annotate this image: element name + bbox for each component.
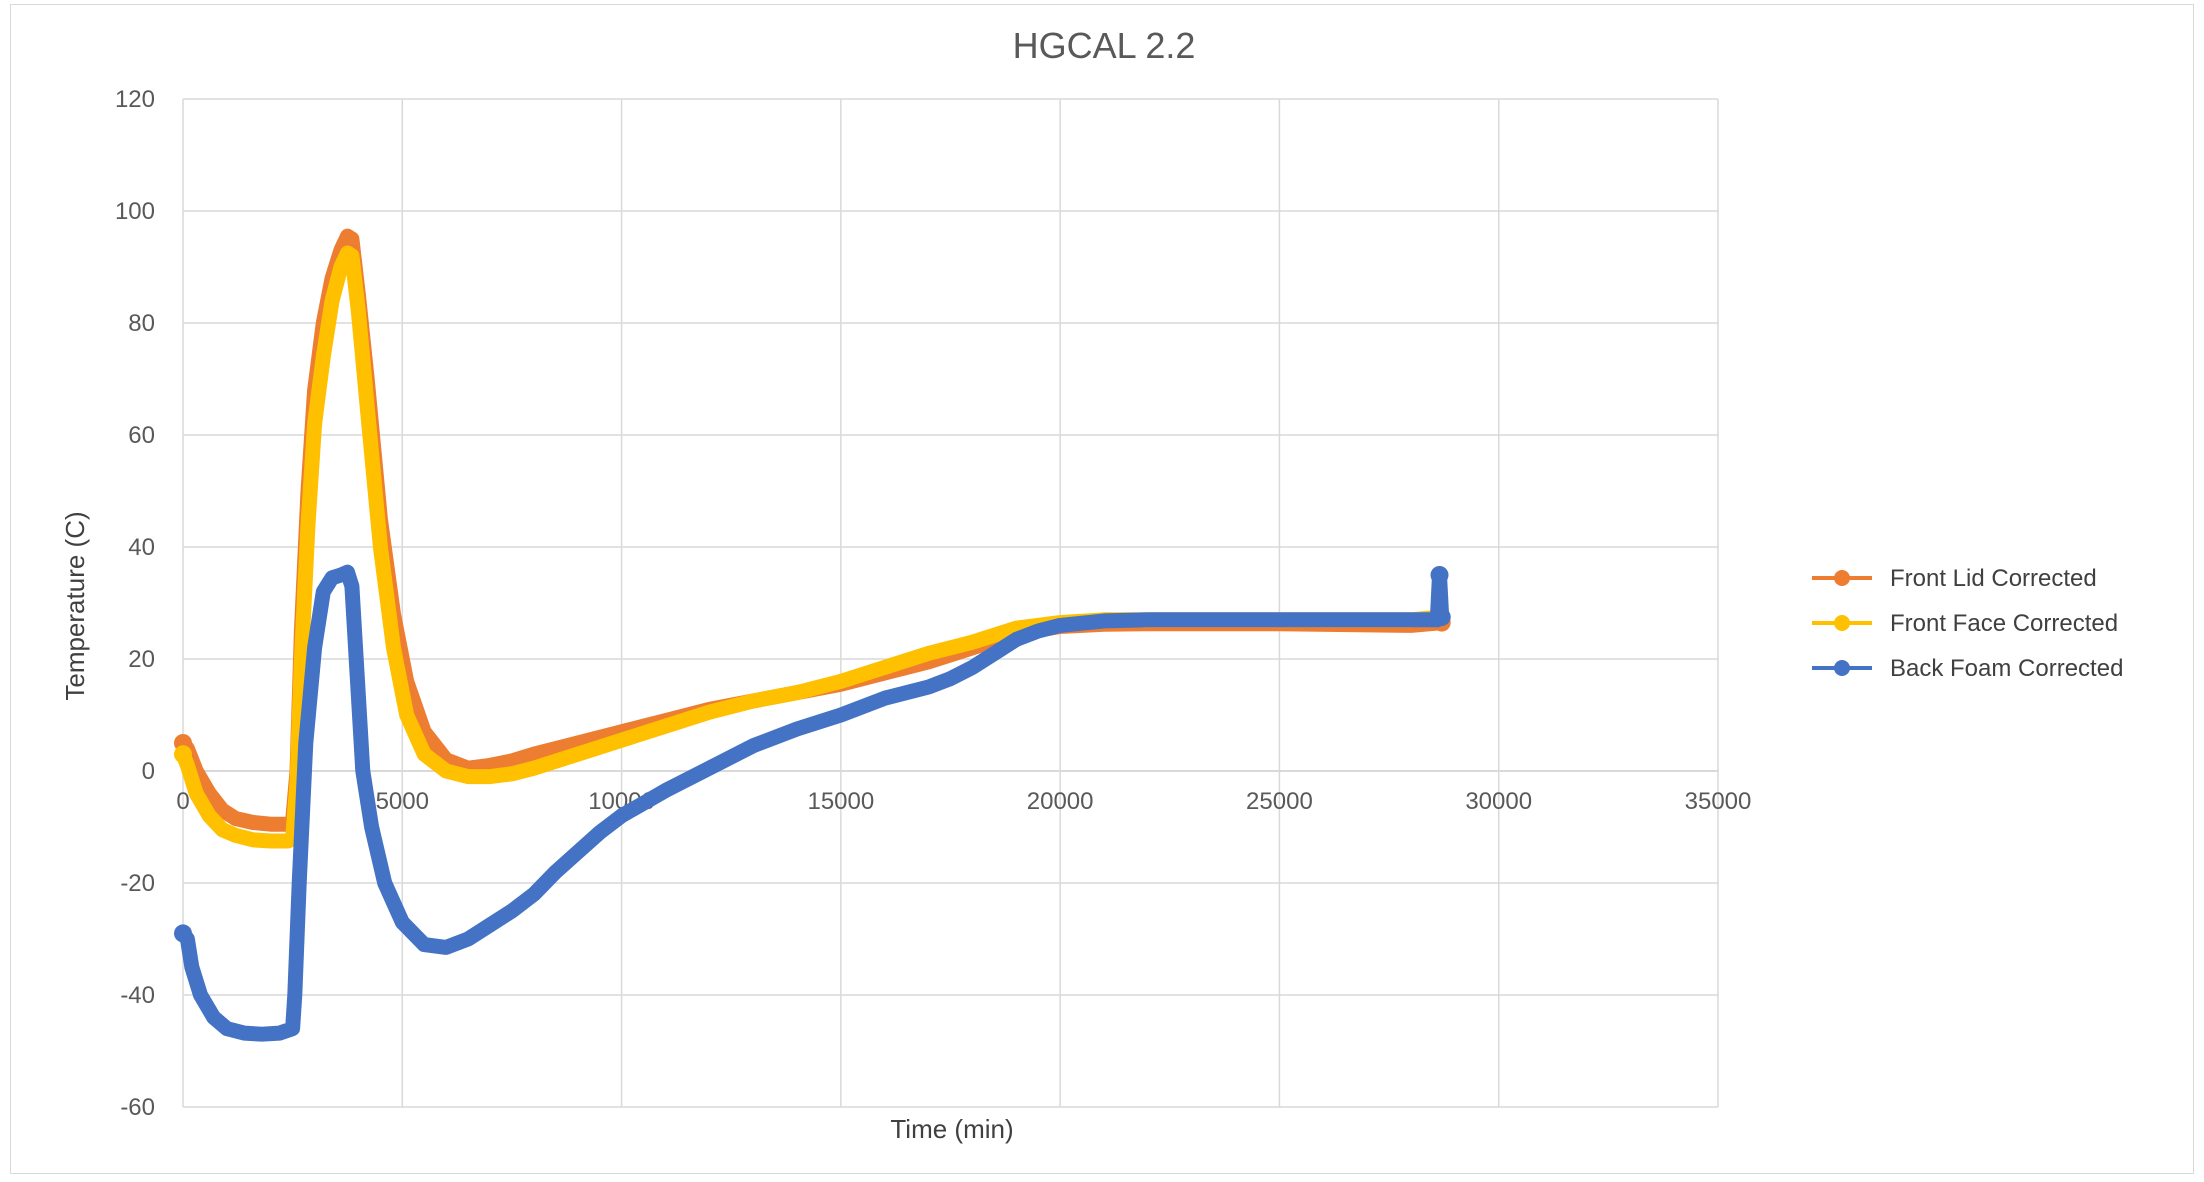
x-axis-label: Time (min)	[890, 1114, 1013, 1144]
y-tick-label: 80	[128, 310, 155, 337]
legend: Front Lid Corrected Front Face Corrected B…	[1812, 565, 2123, 682]
y-tick-label: -60	[120, 1094, 155, 1121]
series-point-back-foam-corrected	[1432, 608, 1451, 626]
legend-marker-back-foam-corrected	[1834, 660, 1850, 676]
x-tick-label: 15000	[807, 788, 874, 815]
series-layer	[174, 228, 1451, 1042]
chart-title: HGCAL 2.2	[1013, 25, 1196, 66]
x-tick-label: 20000	[1027, 788, 1094, 815]
y-tick-label: 0	[142, 758, 155, 785]
y-tick-label: 100	[115, 198, 155, 225]
y-tick-label: 60	[128, 422, 155, 449]
series-line-front-face-corrected	[175, 245, 1450, 849]
y-tick-label: -40	[120, 982, 155, 1009]
x-tick-label: 35000	[1685, 788, 1752, 815]
y-tick-label: -20	[120, 870, 155, 897]
series-point-back-foam-corrected	[1430, 566, 1449, 584]
series-point-front-face-corrected	[174, 745, 192, 764]
legend-entry-front-lid-corrected: Front Lid Corrected	[1890, 565, 2097, 592]
chart-frame	[10, 4, 2194, 1174]
x-tick-label: 30000	[1465, 788, 1532, 815]
y-tick-label: 40	[128, 534, 155, 561]
y-axis-label: Temperature (C)	[60, 511, 90, 700]
grid-layer	[182, 98, 1719, 1108]
y-tick-label: 120	[115, 86, 155, 113]
legend-marker-front-face-corrected	[1834, 615, 1850, 631]
legend-entry-front-face-corrected: Front Face Corrected	[1890, 610, 2118, 637]
series-point-back-foam-corrected	[174, 924, 192, 943]
legend-marker-front-lid-corrected	[1834, 570, 1850, 586]
x-tick-label: 25000	[1246, 788, 1313, 815]
y-tick-label: 20	[128, 646, 155, 673]
x-tick-label: 0	[176, 788, 189, 815]
legend-entry-back-foam-corrected: Back Foam Corrected	[1890, 655, 2123, 682]
x-tick-label: 5000	[376, 788, 429, 815]
series-line-back-foam-corrected	[175, 564, 1450, 1042]
